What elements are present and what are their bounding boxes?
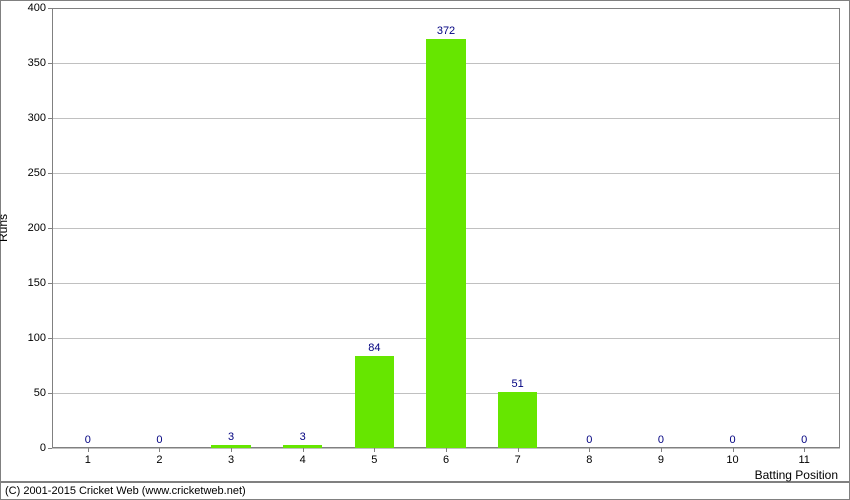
bar-value-label: 51 bbox=[512, 378, 524, 390]
x-tick-mark bbox=[589, 448, 590, 452]
x-tick-label: 3 bbox=[228, 454, 234, 466]
bar bbox=[355, 356, 394, 448]
x-tick-label: 11 bbox=[798, 454, 809, 466]
y-tick-label: 300 bbox=[28, 112, 46, 124]
bar-value-label: 0 bbox=[156, 434, 162, 446]
y-tick-mark bbox=[48, 63, 52, 64]
x-tick-mark bbox=[804, 448, 805, 452]
bar-value-label: 3 bbox=[300, 431, 306, 443]
x-tick-mark bbox=[231, 448, 232, 452]
x-tick-mark bbox=[159, 448, 160, 452]
y-tick-label: 350 bbox=[28, 57, 46, 69]
gridline bbox=[52, 8, 840, 9]
bar bbox=[211, 445, 250, 448]
x-tick-label: 8 bbox=[586, 454, 592, 466]
plot-area: 0501001502002503003504001020334358463727… bbox=[52, 8, 840, 448]
x-tick-mark bbox=[733, 448, 734, 452]
bar bbox=[498, 392, 537, 448]
x-tick-label: 2 bbox=[156, 454, 162, 466]
bar-value-label: 0 bbox=[85, 434, 91, 446]
y-tick-label: 200 bbox=[28, 222, 46, 234]
y-tick-mark bbox=[48, 338, 52, 339]
bar-value-label: 0 bbox=[658, 434, 664, 446]
y-tick-mark bbox=[48, 8, 52, 9]
x-tick-mark bbox=[303, 448, 304, 452]
y-tick-label: 150 bbox=[28, 277, 46, 289]
y-tick-label: 100 bbox=[28, 332, 46, 344]
y-tick-label: 250 bbox=[28, 167, 46, 179]
bar-value-label: 0 bbox=[801, 434, 807, 446]
x-tick-mark bbox=[446, 448, 447, 452]
bar-value-label: 84 bbox=[368, 342, 380, 354]
x-tick-label: 10 bbox=[726, 454, 738, 466]
y-tick-label: 0 bbox=[40, 442, 46, 454]
bar bbox=[426, 39, 465, 448]
y-tick-mark bbox=[48, 173, 52, 174]
y-tick-mark bbox=[48, 118, 52, 119]
y-tick-label: 50 bbox=[34, 387, 46, 399]
x-tick-mark bbox=[661, 448, 662, 452]
bar-value-label: 0 bbox=[586, 434, 592, 446]
bar-value-label: 3 bbox=[228, 431, 234, 443]
x-tick-mark bbox=[374, 448, 375, 452]
x-tick-mark bbox=[518, 448, 519, 452]
y-tick-mark bbox=[48, 228, 52, 229]
y-tick-mark bbox=[48, 448, 52, 449]
x-tick-label: 9 bbox=[658, 454, 664, 466]
x-tick-label: 5 bbox=[371, 454, 377, 466]
y-tick-label: 400 bbox=[28, 2, 46, 14]
x-tick-label: 1 bbox=[85, 454, 91, 466]
bar-value-label: 372 bbox=[437, 25, 455, 37]
bar-value-label: 0 bbox=[729, 434, 735, 446]
x-tick-label: 7 bbox=[515, 454, 521, 466]
copyright-text: (C) 2001-2015 Cricket Web (www.cricketwe… bbox=[0, 482, 850, 500]
y-tick-mark bbox=[48, 283, 52, 284]
chart-container: 0501001502002503003504001020334358463727… bbox=[0, 0, 850, 500]
x-tick-mark bbox=[88, 448, 89, 452]
y-tick-mark bbox=[48, 393, 52, 394]
bar bbox=[283, 445, 322, 448]
y-axis-title: Runs bbox=[0, 214, 10, 242]
x-axis-title: Batting Position bbox=[755, 468, 838, 482]
x-tick-label: 6 bbox=[443, 454, 449, 466]
x-tick-label: 4 bbox=[300, 454, 306, 466]
